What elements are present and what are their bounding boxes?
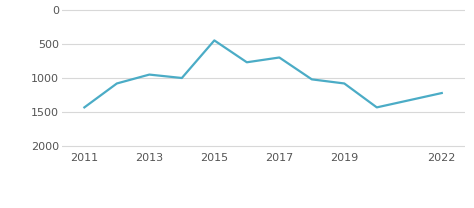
Overall Testing Rank of Fox Meadow Middle School <box>341 82 347 85</box>
Overall Testing Rank of Fox Meadow Middle School <box>374 106 380 109</box>
Overall Testing Rank of Fox Meadow Middle School <box>146 73 152 76</box>
Overall Testing Rank of Fox Meadow Middle School <box>82 106 87 109</box>
Overall Testing Rank of Fox Meadow Middle School <box>211 39 217 42</box>
Overall Testing Rank of Fox Meadow Middle School <box>244 61 250 63</box>
Overall Testing Rank of Fox Meadow Middle School <box>276 56 282 59</box>
Overall Testing Rank of Fox Meadow Middle School <box>309 78 315 81</box>
Overall Testing Rank of Fox Meadow Middle School <box>439 92 445 94</box>
Overall Testing Rank of Fox Meadow Middle School <box>179 77 185 79</box>
Overall Testing Rank of Fox Meadow Middle School <box>114 82 120 85</box>
Line: Overall Testing Rank of Fox Meadow Middle School: Overall Testing Rank of Fox Meadow Middl… <box>84 40 442 107</box>
